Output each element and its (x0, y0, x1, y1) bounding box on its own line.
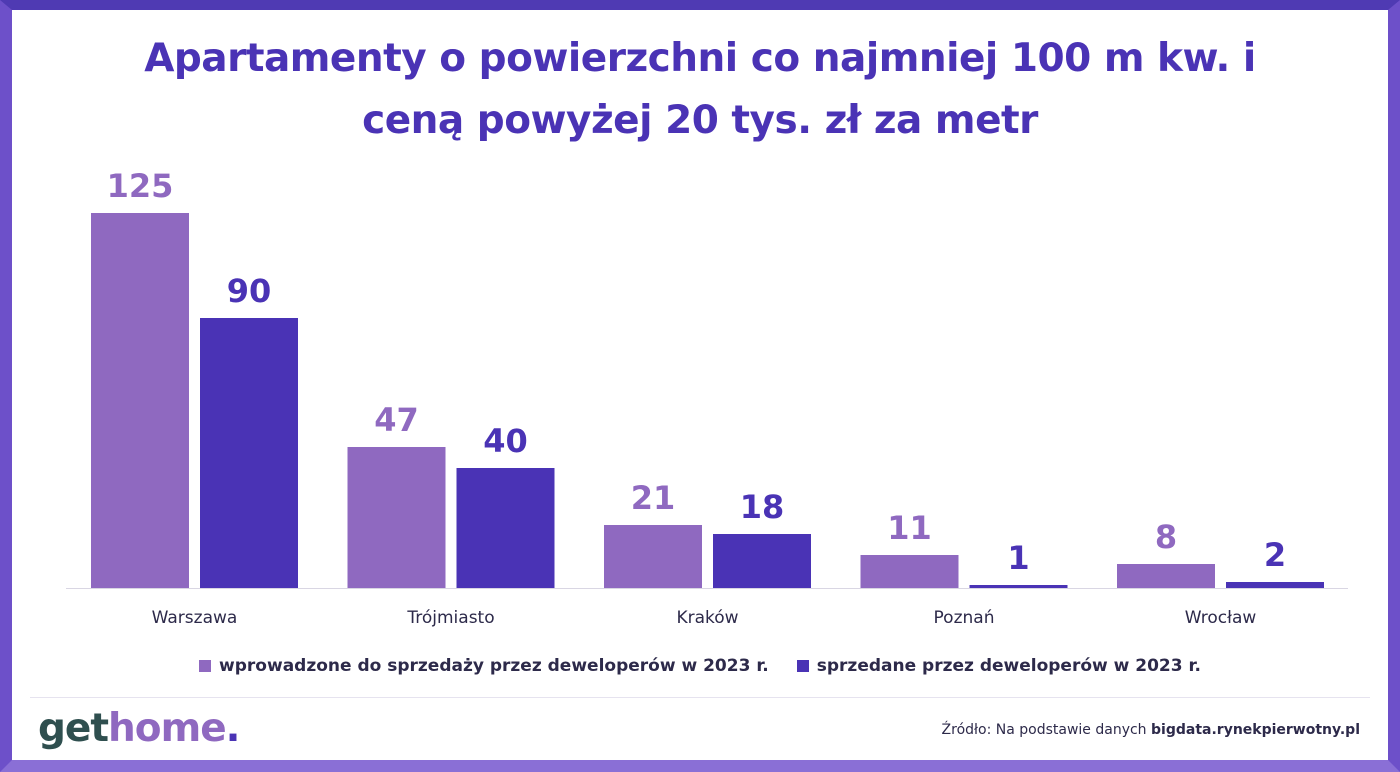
legend-label-sold: sprzedane przez deweloperów w 2023 r. (816, 656, 1201, 676)
source-site: bigdata.rynekpierwotny.pl (1151, 722, 1360, 738)
bar-sold-1 (456, 468, 555, 588)
data-label-introduced-3: 11 (887, 509, 932, 547)
bar-sold-2 (713, 534, 811, 588)
data-label-sold-1: 40 (483, 422, 528, 460)
legend-item-introduced: wprowadzone do sprzedaży przez deweloper… (199, 656, 769, 676)
legend-item-sold: sprzedane przez deweloperów w 2023 r. (796, 656, 1201, 676)
source-prefix: Źródło: Na podstawie danych (941, 722, 1147, 738)
category-label-3: Poznań (934, 608, 995, 628)
chart-title-line-2: ceną powyżej 20 tys. zł za metr (362, 98, 1038, 143)
gethome-logo: gethome. (38, 706, 240, 751)
legend-swatch-sold (796, 660, 809, 672)
chart-title: Apartamenty o powierzchni co najmniej 10… (0, 28, 1400, 152)
data-label-introduced-2: 21 (631, 479, 676, 517)
chart-title-line-1: Apartamenty o powierzchni co najmniej 10… (144, 36, 1256, 81)
footer-divider (30, 697, 1370, 698)
legend-swatch-introduced (199, 660, 212, 672)
bar-introduced-3 (860, 555, 959, 588)
logo-get: get (38, 706, 109, 751)
data-label-sold-3: 1 (1007, 539, 1029, 577)
bar-sold-4 (1226, 582, 1324, 588)
logo-dot: . (225, 706, 241, 751)
bar-sold-0 (200, 318, 298, 588)
bar-introduced-1 (347, 447, 446, 588)
source-note: Źródło: Na podstawie danych bigdata.ryne… (942, 722, 1360, 738)
bar-introduced-2 (604, 525, 702, 588)
category-label-1: Trójmiasto (406, 608, 494, 628)
category-label-4: Wrocław (1185, 608, 1257, 628)
category-label-2: Kraków (676, 608, 738, 628)
data-label-sold-2: 18 (740, 488, 785, 526)
logo-home: home (108, 706, 227, 751)
bar-sold-3 (969, 585, 1068, 588)
data-label-sold-4: 2 (1264, 536, 1286, 574)
data-label-introduced-1: 47 (374, 401, 419, 439)
legend-label-introduced: wprowadzone do sprzedaży przez deweloper… (219, 656, 769, 676)
legend: wprowadzone do sprzedaży przez deweloper… (0, 656, 1400, 676)
bar-introduced-4 (1117, 564, 1215, 588)
bar-introduced-0 (91, 213, 189, 588)
data-label-introduced-4: 8 (1155, 518, 1177, 556)
category-label-0: Warszawa (152, 608, 238, 628)
data-label-sold-0: 90 (227, 272, 272, 310)
data-label-introduced-0: 125 (107, 167, 174, 205)
